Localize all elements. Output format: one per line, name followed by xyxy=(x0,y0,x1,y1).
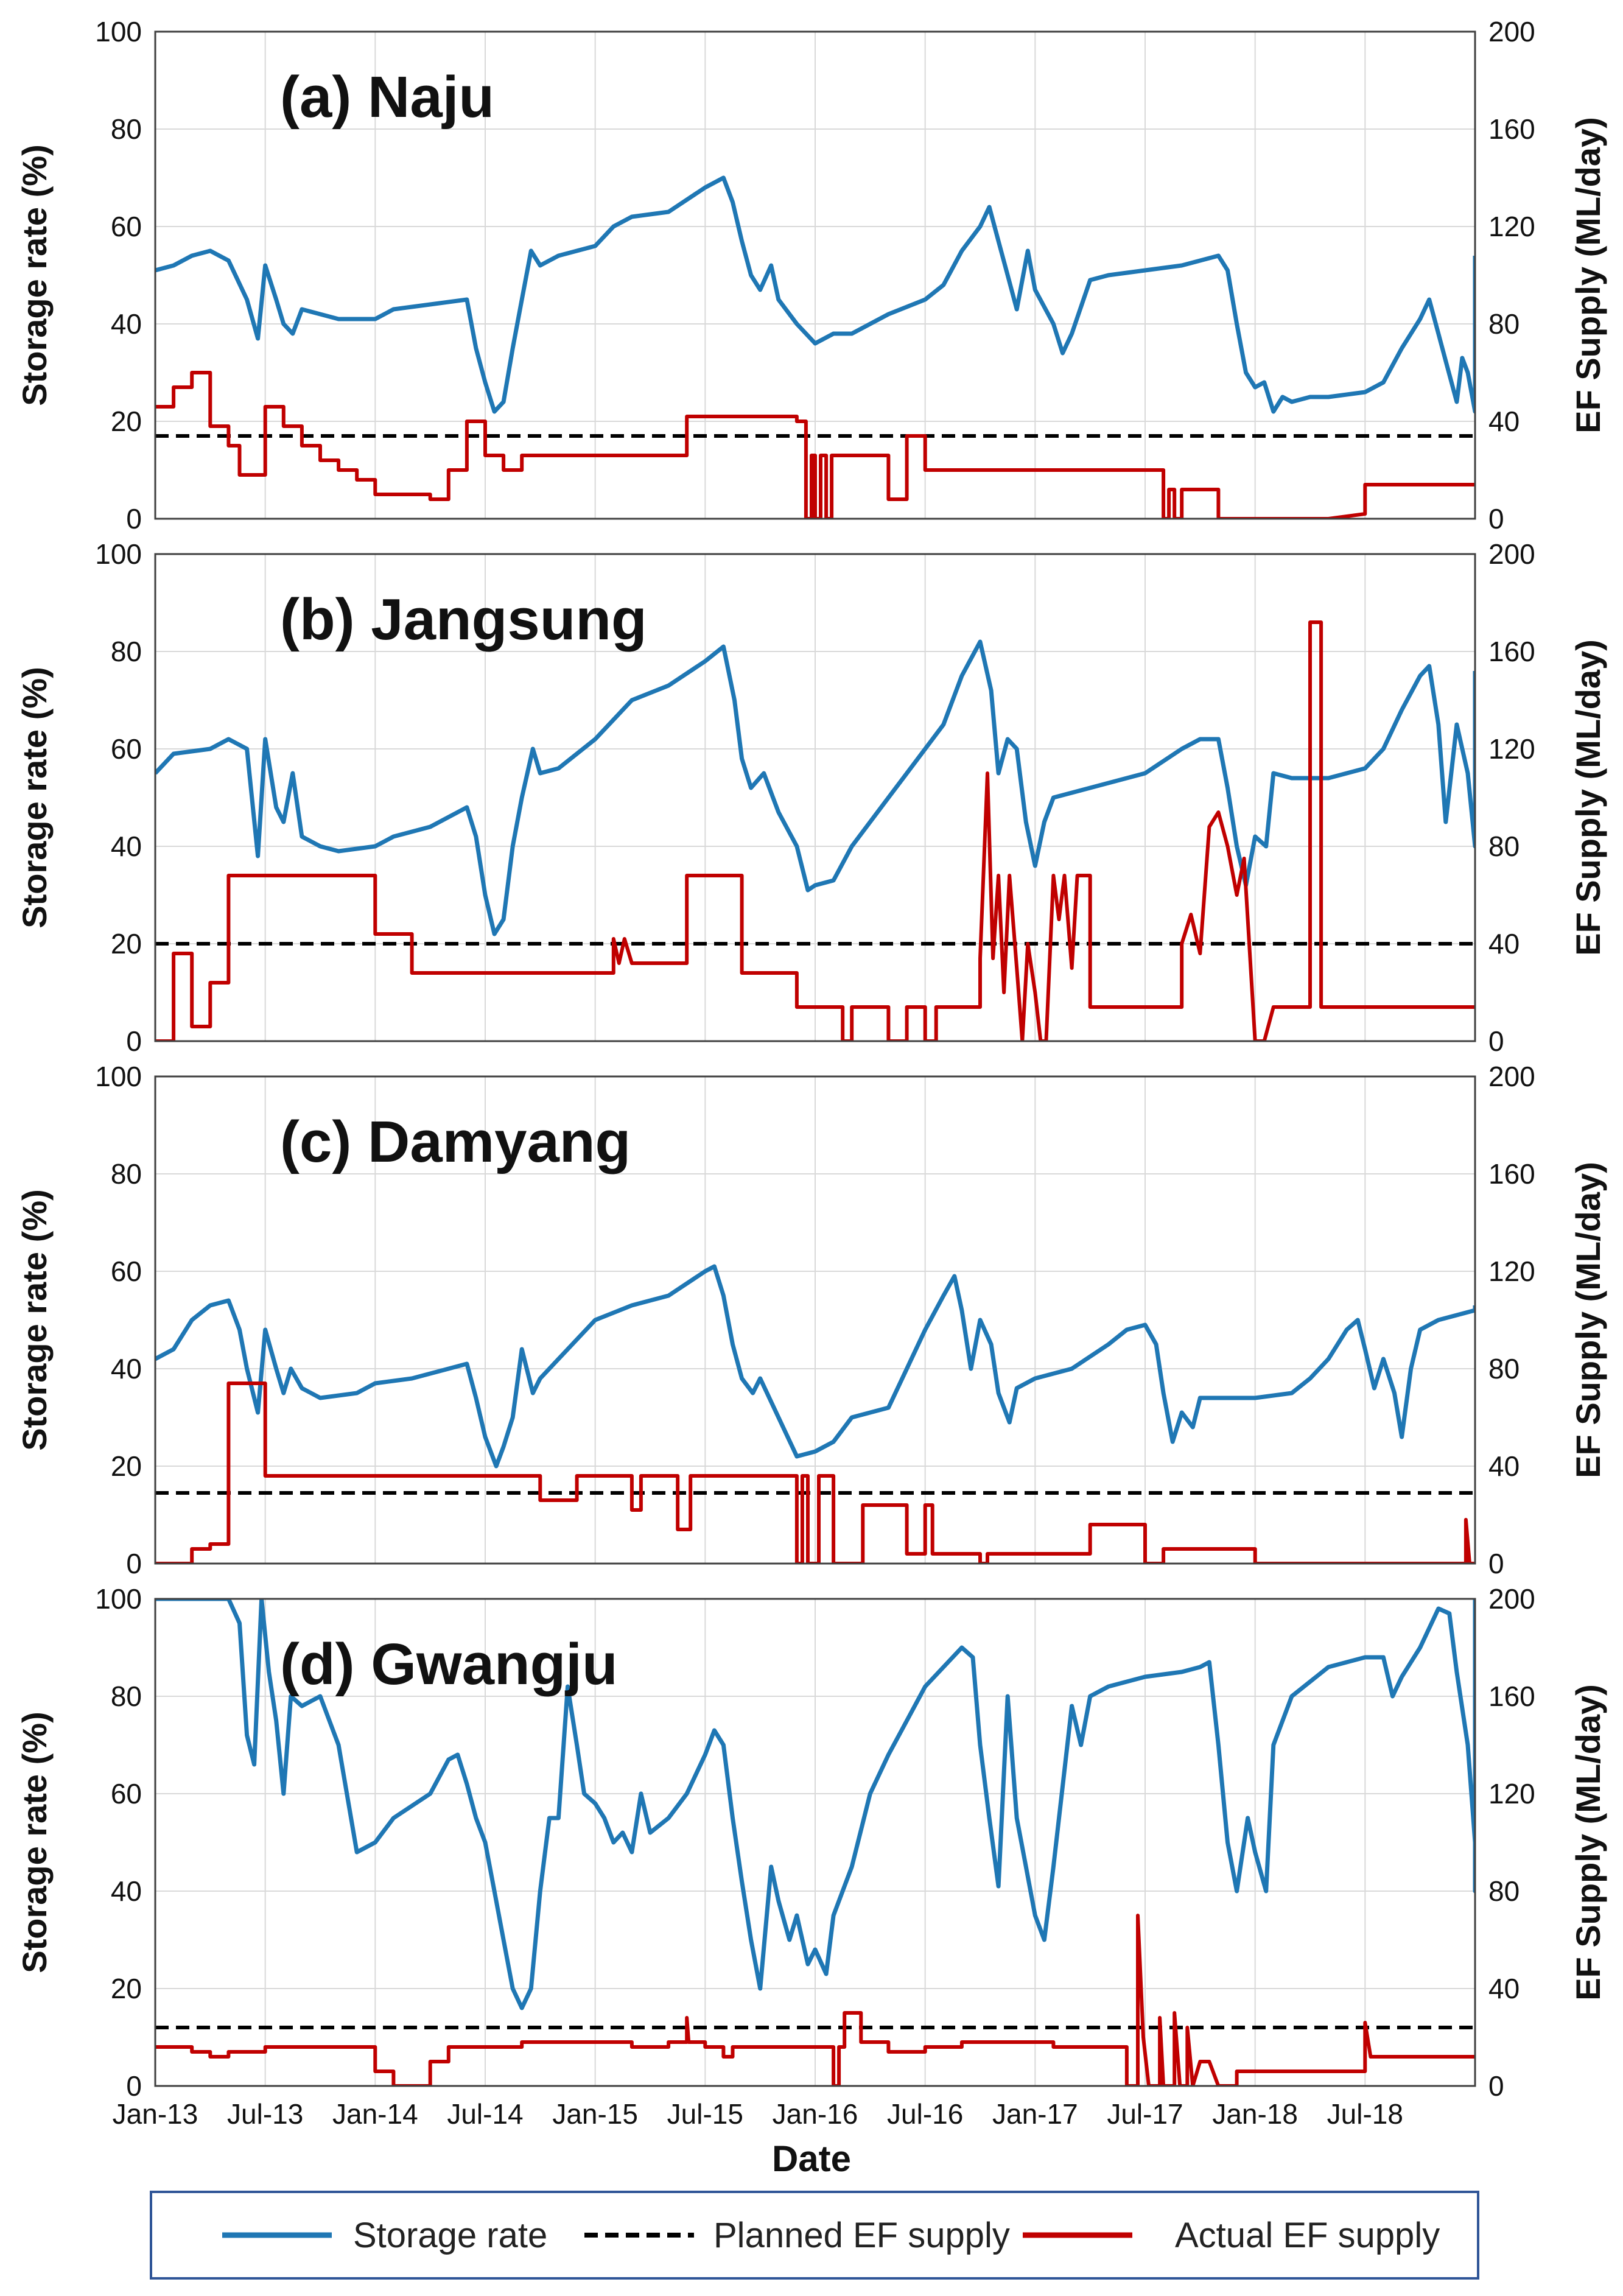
y-tick-label: 0 xyxy=(126,1548,142,1579)
x-tick-label: Jan-15 xyxy=(552,2098,638,2130)
y2-tick-label: 200 xyxy=(1488,538,1535,570)
y-tick-label: 80 xyxy=(111,1158,142,1190)
y2-tick-label: 120 xyxy=(1488,1778,1535,1810)
y2-tick-label: 120 xyxy=(1488,1255,1535,1287)
plot-frame xyxy=(154,30,1476,520)
y-tick-label: 20 xyxy=(111,928,142,960)
plot-frame xyxy=(154,553,1476,1042)
series-line-actual-ef xyxy=(155,620,1475,1041)
y2-tick-label: 40 xyxy=(1488,405,1520,437)
y2-tick-label: 80 xyxy=(1488,1875,1520,1907)
series-line-storage-rate xyxy=(155,175,1475,414)
y-tick-label: 60 xyxy=(111,211,142,242)
y-tick-label: 100 xyxy=(95,16,142,47)
legend-label-storage: Storage rate xyxy=(353,2216,547,2255)
y-axis-title: Storage rate (%) xyxy=(15,1711,54,1973)
y2-tick-label: 80 xyxy=(1488,1353,1520,1385)
y-tick-label: 20 xyxy=(111,1973,142,2004)
y-tick-label: 60 xyxy=(111,733,142,765)
y-tick-label: 80 xyxy=(111,1680,142,1712)
y2-axis-title: EF Supply (ML/day) xyxy=(1569,1684,1607,2001)
x-tick-label: Jan-17 xyxy=(992,2098,1078,2130)
y2-tick-label: 40 xyxy=(1488,928,1520,960)
x-tick-label: Jul-17 xyxy=(1107,2098,1183,2130)
y-tick-label: 20 xyxy=(111,405,142,437)
y-tick-label: 0 xyxy=(126,2070,142,2102)
panel-2: 0 20 40 60 80 100 0 40 80 120 160 200 (b) Jangsung St… xyxy=(15,538,1607,1057)
legend-label-planned: Planned EF supply xyxy=(713,2216,1010,2255)
plot-frame xyxy=(154,1598,1476,2087)
x-axis: Jan-13 Jul-13 Jan-14 Jul-14 Jan-15 Jul-15 Jan-… xyxy=(113,2098,1403,2130)
y2-tick-label: 40 xyxy=(1488,1973,1520,2004)
x-tick-label: Jan-18 xyxy=(1212,2098,1298,2130)
y2-tick-label: 120 xyxy=(1488,733,1535,765)
plot-frame xyxy=(154,1075,1476,1565)
panel-title: (b) Jangsung xyxy=(280,587,647,652)
y2-tick-label: 160 xyxy=(1488,636,1535,667)
y-axis-title: Storage rate (%) xyxy=(15,1189,54,1450)
y-tick-label: 100 xyxy=(95,1583,142,1615)
y2-tick-label: 200 xyxy=(1488,1583,1535,1615)
y-tick-label: 40 xyxy=(111,1875,142,1907)
y2-tick-label: 200 xyxy=(1488,1061,1535,1092)
y-tick-label: 60 xyxy=(111,1778,142,1810)
x-tick-label: Jan-13 xyxy=(113,2098,198,2130)
y2-tick-label: 40 xyxy=(1488,1450,1520,1482)
series-line-storage-rate xyxy=(155,639,1475,936)
y-tick-label: 100 xyxy=(95,1061,142,1092)
panel-title: (c) Damyang xyxy=(280,1109,631,1174)
y-tick-label: 60 xyxy=(111,1255,142,1287)
panel-title: (a) Naju xyxy=(280,65,494,130)
panel-3: 0 20 40 60 80 100 0 40 80 120 160 200 (c) Damyang Sto… xyxy=(15,1061,1607,1579)
y-tick-label: 40 xyxy=(111,308,142,340)
x-axis-title: Date xyxy=(772,2138,851,2179)
panel-4: 0 20 40 60 80 100 0 40 80 120 160 200 (d) Gwangju Sto… xyxy=(15,1583,1607,2102)
y-tick-label: 80 xyxy=(111,636,142,667)
x-tick-label: Jul-14 xyxy=(447,2098,523,2130)
x-tick-label: Jul-16 xyxy=(887,2098,963,2130)
y2-tick-label: 80 xyxy=(1488,830,1520,862)
y2-tick-label: 160 xyxy=(1488,113,1535,145)
y-tick-label: 40 xyxy=(111,1353,142,1385)
y2-axis-title: EF Supply (ML/day) xyxy=(1569,1162,1607,1478)
series-line-actual-ef xyxy=(155,1914,1475,2086)
y2-tick-label: 80 xyxy=(1488,308,1520,340)
y-axis-title: Storage rate (%) xyxy=(15,667,54,928)
legend-label-actual: Actual EF supply xyxy=(1175,2216,1440,2255)
series-line-storage-rate xyxy=(155,1264,1475,1469)
panel-title: (d) Gwangju xyxy=(280,1632,618,1697)
y-tick-label: 0 xyxy=(126,503,142,535)
series-line-storage-rate xyxy=(155,1599,1475,2010)
y2-tick-label: 120 xyxy=(1488,211,1535,242)
y-tick-label: 40 xyxy=(111,830,142,862)
x-tick-label: Jul-18 xyxy=(1327,2098,1403,2130)
legend: Storage rate Planned EF supply Actual EF… xyxy=(150,2191,1479,2280)
y2-tick-label: 0 xyxy=(1488,1548,1504,1579)
y-tick-label: 80 xyxy=(111,113,142,145)
x-tick-label: Jan-14 xyxy=(332,2098,418,2130)
legend-box xyxy=(150,2191,1479,2280)
y-tick-label: 100 xyxy=(95,538,142,570)
y2-tick-label: 160 xyxy=(1488,1680,1535,1712)
y-tick-label: 20 xyxy=(111,1450,142,1482)
x-tick-label: Jan-16 xyxy=(773,2098,858,2130)
panel-1: 0 20 40 60 80 100 0 40 80 120 160 200 (a) Naju Storag… xyxy=(15,16,1607,535)
x-tick-label: Jul-15 xyxy=(667,2098,743,2130)
y2-tick-label: 0 xyxy=(1488,1025,1504,1057)
y2-tick-label: 0 xyxy=(1488,2070,1504,2102)
y2-tick-label: 160 xyxy=(1488,1158,1535,1190)
y2-tick-label: 0 xyxy=(1488,503,1504,535)
y2-axis-title: EF Supply (ML/day) xyxy=(1569,117,1607,434)
y2-tick-label: 200 xyxy=(1488,16,1535,47)
series-line-actual-ef xyxy=(155,1381,1475,1564)
series-line-actual-ef xyxy=(155,371,1475,519)
x-tick-label: Jul-13 xyxy=(227,2098,303,2130)
y-tick-label: 0 xyxy=(126,1025,142,1057)
y2-axis-title: EF Supply (ML/day) xyxy=(1569,639,1607,956)
y-axis-title: Storage rate (%) xyxy=(15,144,54,405)
